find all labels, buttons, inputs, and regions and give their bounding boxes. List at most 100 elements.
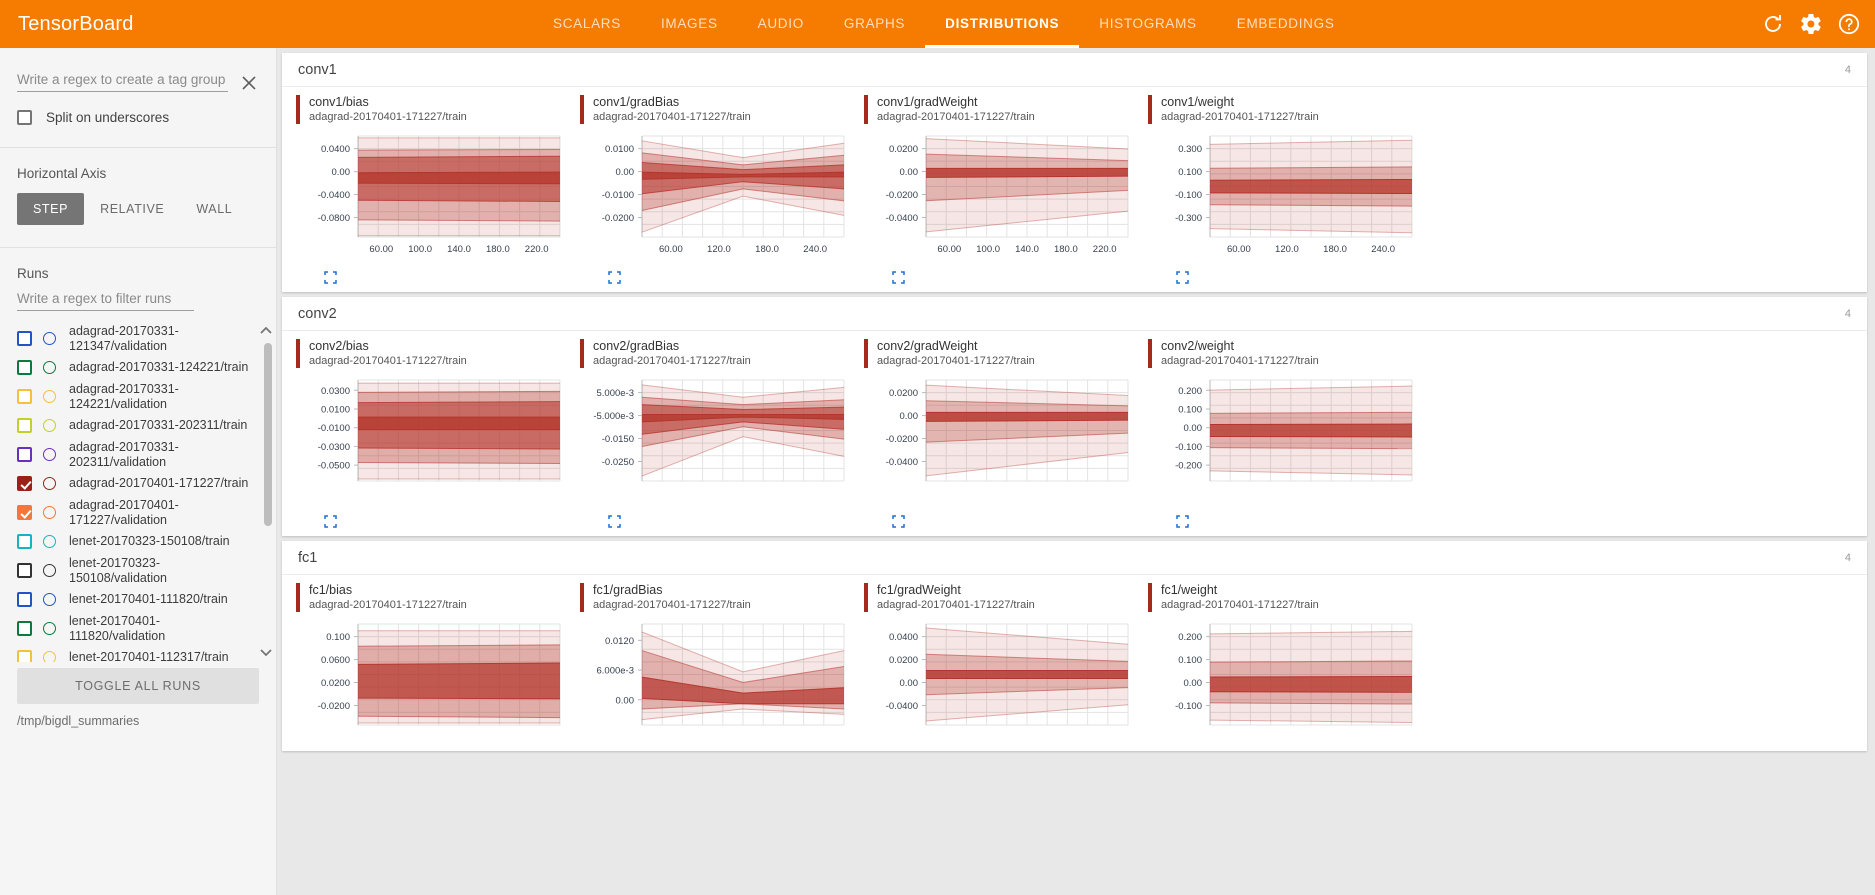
tab-graphs[interactable]: GRAPHS: [843, 16, 906, 31]
run-label: adagrad-20170331-121347/validation: [69, 324, 179, 353]
tab-embeddings[interactable]: EMBEDDINGS: [1236, 16, 1335, 31]
run-label: lenet-20170401-112317/train: [69, 650, 229, 662]
run-checkbox[interactable]: [17, 360, 32, 375]
axis-option-wall[interactable]: WALL: [196, 202, 233, 216]
run-list-item[interactable]: lenet-20170323-150108/validation: [17, 553, 254, 588]
run-color-indicator[interactable]: [43, 448, 56, 461]
run-checkbox[interactable]: [17, 650, 32, 662]
run-list-item[interactable]: lenet-20170323-150108/train: [17, 530, 254, 553]
expand-icon[interactable]: [1176, 515, 1189, 528]
svg-text:0.0200: 0.0200: [321, 678, 350, 689]
runs-filter-row: [0, 281, 276, 311]
distribution-chart[interactable]: 0.300 0.100 -0.100 -0.300 60.00 120.0 180.0 240…: [1148, 128, 1418, 263]
run-list-scrollbar[interactable]: [264, 343, 272, 526]
chart-card: conv2/weight adagrad-20170401-171227/trai…: [1148, 339, 1432, 536]
chart-title: conv1/weight: [1161, 95, 1234, 109]
run-checkbox[interactable]: [17, 505, 32, 520]
expand-icon[interactable]: [324, 515, 337, 528]
help-icon[interactable]: [1837, 12, 1861, 36]
run-checkbox[interactable]: [17, 592, 32, 607]
svg-text:-0.0800: -0.0800: [318, 213, 350, 224]
distribution-chart[interactable]: 5.000e-3 -5.000e-3 -0.0150 -0.0250: [580, 372, 850, 507]
runs-label: Runs: [17, 266, 49, 281]
run-list-scroll-area[interactable]: adagrad-20170331-121347/validation adagra…: [0, 321, 276, 662]
run-list-item[interactable]: lenet-20170401-112317/train: [17, 646, 254, 662]
tag-group-count: 4: [1844, 551, 1851, 564]
toggle-all-runs-button[interactable]: TOGGLE ALL RUNS: [17, 668, 259, 704]
gear-icon[interactable]: [1799, 12, 1823, 36]
chart-card-header: conv1/gradWeight adagrad-20170401-171227/…: [864, 95, 1148, 124]
tag-regex-input[interactable]: [17, 70, 228, 92]
distribution-chart[interactable]: 0.200 0.100 0.00 -0.100 -0.200: [1148, 372, 1418, 507]
chart-card: conv2/gradBias adagrad-20170401-171227/tr…: [580, 339, 864, 536]
run-color-indicator[interactable]: [43, 361, 56, 374]
tab-histograms[interactable]: HISTOGRAMS: [1099, 16, 1197, 31]
chart-card-header: conv2/gradWeight adagrad-20170401-171227/…: [864, 339, 1148, 368]
distribution-chart[interactable]: 0.0400 0.0200 0.00 -0.0400: [864, 616, 1134, 751]
runs-filter-input[interactable]: [17, 289, 194, 311]
tab-distributions[interactable]: DISTRIBUTIONS: [925, 0, 1079, 48]
expand-icon[interactable]: [324, 271, 337, 284]
distribution-chart[interactable]: 0.0400 0.00 -0.0400 -0.0800 60.00 100.0 140.0 1…: [296, 128, 566, 263]
distribution-chart[interactable]: 0.0300 0.0100 -0.0100 -0.0300 -0.0500: [296, 372, 566, 507]
chevron-down-icon[interactable]: [257, 643, 275, 661]
distribution-chart[interactable]: 0.0200 0.00 -0.0200 -0.0400 60.00 100.0 140.0 1…: [864, 128, 1134, 263]
distribution-chart[interactable]: 0.200 0.100 0.00 -0.100: [1148, 616, 1418, 751]
chart-card: conv1/gradWeight adagrad-20170401-171227/…: [864, 95, 1148, 292]
refresh-icon[interactable]: [1761, 12, 1785, 36]
distributions-panel[interactable]: conv1 4 conv1/bias adagrad-20170401-171227/…: [277, 48, 1875, 895]
run-list-item[interactable]: adagrad-20170331-124221/validation: [17, 379, 254, 414]
run-color-indicator[interactable]: [43, 419, 56, 432]
tab-audio[interactable]: AUDIO: [757, 16, 804, 31]
axis-option-step[interactable]: STEP: [17, 193, 85, 225]
tag-group-header[interactable]: conv1 4: [282, 53, 1867, 87]
run-color-indicator[interactable]: [43, 622, 56, 635]
axis-option-relative[interactable]: RELATIVE: [100, 202, 165, 216]
split-on-underscores-checkbox[interactable]: [17, 110, 32, 125]
svg-text:120.0: 120.0: [1275, 244, 1299, 255]
run-list-item[interactable]: lenet-20170401-111820/validation: [17, 611, 254, 646]
distribution-chart[interactable]: 0.0120 6.000e-3 0.00: [580, 616, 850, 751]
run-list-item[interactable]: adagrad-20170401-171227/validation: [17, 495, 254, 530]
horizontal-axis-label: Horizontal Axis: [17, 166, 107, 181]
chart-run-name: adagrad-20170401-171227/train: [309, 111, 467, 123]
tab-scalars[interactable]: SCALARS: [553, 16, 621, 31]
run-color-indicator[interactable]: [43, 390, 56, 403]
run-list-item[interactable]: adagrad-20170331-202311/train: [17, 414, 254, 437]
run-checkbox[interactable]: [17, 389, 32, 404]
run-checkbox[interactable]: [17, 331, 32, 346]
run-checkbox[interactable]: [17, 418, 32, 433]
chevron-up-icon[interactable]: [257, 322, 275, 340]
run-checkbox[interactable]: [17, 563, 32, 578]
run-list-item[interactable]: adagrad-20170401-171227/train: [17, 472, 254, 495]
run-list-item[interactable]: adagrad-20170331-202311/validation: [17, 437, 254, 472]
close-icon[interactable]: [236, 70, 262, 96]
distribution-chart[interactable]: 0.0200 0.00 -0.0200 -0.0400: [864, 372, 1134, 507]
run-color-indicator[interactable]: [43, 593, 56, 606]
run-list-item[interactable]: adagrad-20170331-124221/train: [17, 356, 254, 379]
run-color-indicator[interactable]: [43, 332, 56, 345]
expand-icon[interactable]: [1176, 271, 1189, 284]
expand-icon[interactable]: [892, 271, 905, 284]
run-checkbox[interactable]: [17, 534, 32, 549]
run-color-indicator[interactable]: [43, 477, 56, 490]
run-color-indicator[interactable]: [43, 535, 56, 548]
expand-icon[interactable]: [892, 515, 905, 528]
run-color-indicator[interactable]: [43, 564, 56, 577]
expand-icon[interactable]: [608, 271, 621, 284]
run-color-indicator[interactable]: [43, 506, 56, 519]
expand-icon[interactable]: [608, 515, 621, 528]
tab-images[interactable]: IMAGES: [660, 16, 718, 31]
distribution-chart[interactable]: 0.100 0.0600 0.0200 -0.0200: [296, 616, 566, 751]
run-list-item[interactable]: adagrad-20170331-121347/validation: [17, 321, 254, 356]
tag-group-header[interactable]: conv2 4: [282, 297, 1867, 331]
distribution-chart[interactable]: 0.0100 0.00 -0.0100 -0.0200 60.00 120.0 180.0 2…: [580, 128, 850, 263]
run-list-item[interactable]: lenet-20170401-111820/train: [17, 588, 254, 611]
split-on-underscores-row[interactable]: Split on underscores: [0, 92, 276, 125]
run-checkbox[interactable]: [17, 476, 32, 491]
run-checkbox[interactable]: [17, 447, 32, 462]
tag-group-header[interactable]: fc1 4: [282, 541, 1867, 575]
run-checkbox[interactable]: [17, 621, 32, 636]
run-color-indicator[interactable]: [43, 651, 56, 662]
chart-card: conv1/weight adagrad-20170401-171227/trai…: [1148, 95, 1432, 292]
